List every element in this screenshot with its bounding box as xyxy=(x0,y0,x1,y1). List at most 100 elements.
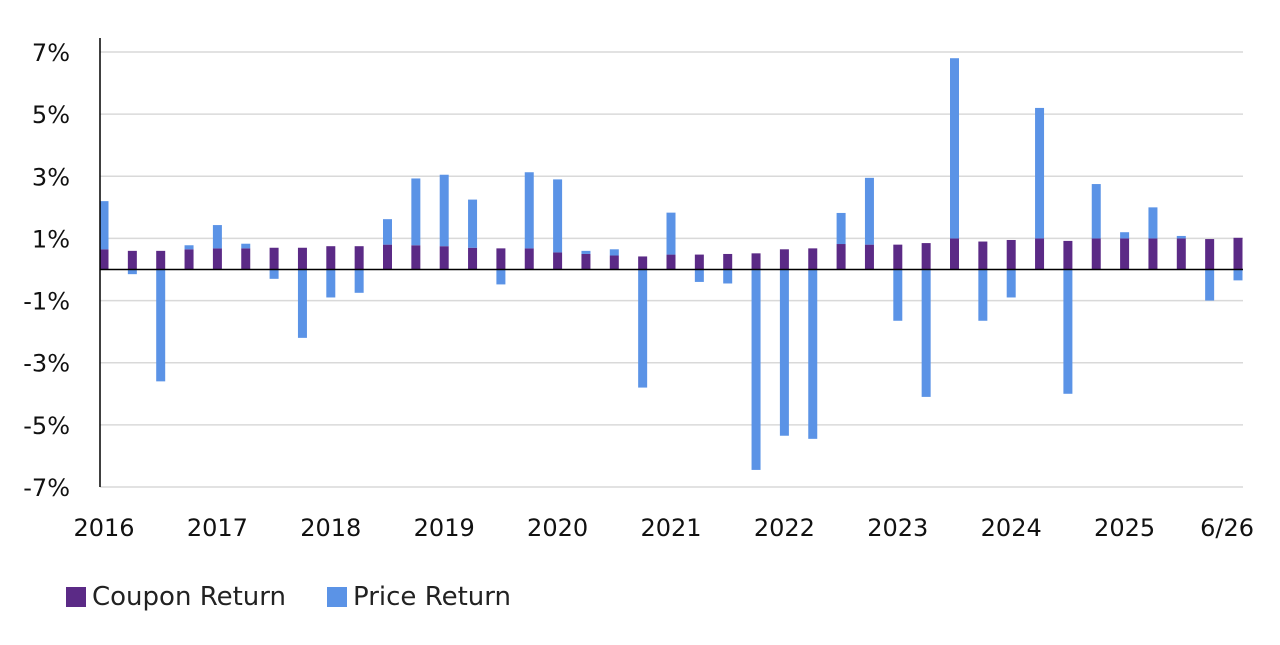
x-tick-label: 2018 xyxy=(300,514,361,542)
bar-coupon-return xyxy=(609,255,619,270)
bar-coupon-return xyxy=(893,244,903,270)
bar-price-return xyxy=(1063,269,1073,394)
y-tick-label: -1% xyxy=(23,288,70,316)
bar-price-return xyxy=(1148,207,1158,239)
bar-price-return xyxy=(468,199,478,248)
bar-coupon-return xyxy=(808,248,818,270)
x-tick-label: 2024 xyxy=(981,514,1042,542)
bar-price-return xyxy=(1176,235,1186,239)
bar-coupon-return xyxy=(1035,238,1045,270)
bar-price-return xyxy=(779,269,789,436)
bar-price-return xyxy=(1233,269,1243,281)
x-tick-label: 2022 xyxy=(754,514,815,542)
bar-price-return xyxy=(496,269,506,285)
bar-price-return xyxy=(411,178,421,246)
bar-coupon-return xyxy=(326,246,336,270)
bar-price-return xyxy=(864,177,874,245)
bar-coupon-return xyxy=(1006,239,1016,270)
bar-coupon-return xyxy=(836,244,846,270)
bar-coupon-return xyxy=(439,246,449,270)
bar-price-return xyxy=(439,174,449,247)
bar-coupon-return xyxy=(99,249,109,270)
y-tick-label: -3% xyxy=(23,350,70,378)
bar-price-return xyxy=(241,243,251,249)
bar-price-return xyxy=(1035,107,1045,239)
bar-coupon-return xyxy=(553,252,563,270)
bar-price-return xyxy=(893,269,903,321)
x-tick-label: 2019 xyxy=(414,514,475,542)
legend-swatch-price-return xyxy=(327,587,347,607)
bar-coupon-return xyxy=(212,248,222,270)
tick-layer: 7% 5% 3% 1% -1% -3% -5% -7%2016 2017 2018 2019 2020… xyxy=(23,39,1254,542)
bar-price-return xyxy=(354,269,364,293)
bar-coupon-return xyxy=(1063,240,1073,270)
bar-coupon-return xyxy=(354,246,364,270)
bar-coupon-return xyxy=(921,243,931,270)
axis-layer xyxy=(99,38,1243,487)
bar-coupon-return xyxy=(156,250,166,270)
bar-coupon-return xyxy=(779,249,789,270)
bar-price-return xyxy=(269,269,279,279)
x-tick-label: 2016 xyxy=(73,514,134,542)
bar-price-return xyxy=(836,212,846,245)
bar-price-return xyxy=(184,245,194,250)
bar-layer xyxy=(99,58,1243,470)
bar-price-return xyxy=(609,249,619,256)
grid-layer xyxy=(100,51,1243,488)
x-tick-label: 2017 xyxy=(187,514,248,542)
bar-coupon-return xyxy=(666,254,676,270)
bar-price-return xyxy=(1120,232,1130,239)
y-tick-label: 5% xyxy=(32,101,70,129)
x-tick-label: 2020 xyxy=(527,514,588,542)
bar-price-return xyxy=(212,225,222,249)
legend-label-coupon-return: Coupon Return xyxy=(92,582,286,612)
bar-coupon-return xyxy=(184,249,194,270)
bar-coupon-return xyxy=(1233,237,1243,270)
legend-swatch-coupon-return xyxy=(66,587,86,607)
bar-price-return xyxy=(978,269,988,321)
bar-coupon-return xyxy=(1205,239,1215,270)
x-tick-label: 2023 xyxy=(867,514,928,542)
bar-coupon-return xyxy=(751,253,761,270)
bar-coupon-return xyxy=(241,248,251,270)
bar-coupon-return xyxy=(297,247,307,270)
bar-price-return xyxy=(524,172,534,249)
bar-price-return xyxy=(99,201,109,250)
bar-price-return xyxy=(156,269,166,382)
bar-coupon-return xyxy=(978,241,988,270)
bar-price-return xyxy=(1205,269,1215,301)
x-tick-label: 6/26 xyxy=(1200,514,1254,542)
bar-coupon-return xyxy=(269,247,279,270)
bar-price-return xyxy=(921,269,931,397)
bar-price-return xyxy=(297,269,307,338)
bar-coupon-return xyxy=(694,254,704,270)
bar-price-return xyxy=(581,250,591,254)
bar-price-return xyxy=(127,269,137,275)
bar-coupon-return xyxy=(524,248,534,270)
bar-coupon-return xyxy=(581,253,591,270)
bar-coupon-return xyxy=(864,244,874,270)
bar-coupon-return xyxy=(383,244,392,270)
bar-price-return xyxy=(326,269,336,298)
bar-price-return xyxy=(638,269,648,388)
x-tick-label: 2025 xyxy=(1094,514,1155,542)
bar-coupon-return xyxy=(127,250,137,270)
legend-label-price-return: Price Return xyxy=(353,582,511,612)
bar-coupon-return xyxy=(468,247,478,270)
y-tick-label: -7% xyxy=(23,474,70,502)
y-tick-label: 3% xyxy=(32,163,70,191)
bar-price-return xyxy=(950,58,959,239)
legend: Coupon Return Price Return xyxy=(66,582,511,612)
bar-coupon-return xyxy=(1120,238,1130,270)
y-tick-label: -5% xyxy=(23,412,70,440)
bar-price-return xyxy=(694,269,704,282)
bar-price-return xyxy=(383,219,392,245)
bar-price-return xyxy=(666,212,676,255)
bar-price-return xyxy=(1091,184,1101,239)
bar-price-return xyxy=(1006,269,1016,298)
bar-coupon-return xyxy=(950,238,959,270)
bar-coupon-return xyxy=(1148,238,1158,270)
x-tick-label: 2021 xyxy=(640,514,701,542)
